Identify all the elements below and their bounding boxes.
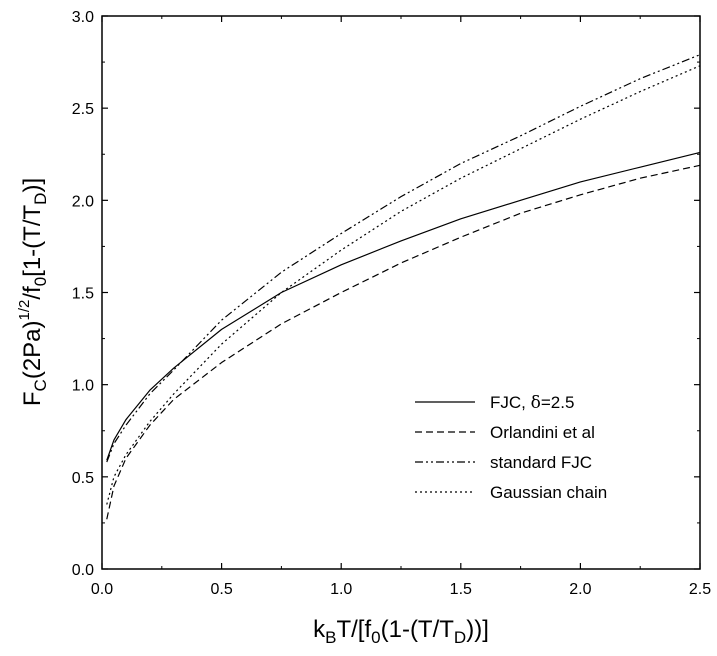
legend-label: Orlandini et al [490,423,595,442]
x-tick-label: 0.0 [91,581,113,598]
y-tick-label: 3.0 [72,9,94,26]
plot-frame [101,15,701,570]
x-tick-label: 1.5 [450,581,472,598]
x-tick-label: 1.0 [330,581,352,598]
legend-label: Gaussian chain [490,483,607,502]
x-axis-title: kBT/[f0(1-(T/TD))] [313,616,489,647]
y-tick-label: 1.5 [72,286,94,303]
y-tick-label: 2.0 [72,193,94,210]
ticks-layer: 0.0 0.5 1.0 1.5 2.0 2.5 0.0 0.5 1.0 1.5 2.0 2.5 3.0 [72,9,711,598]
x-tick-label: 2.5 [689,581,711,598]
y-tick-label: 1.0 [72,378,94,395]
x-tick-label: 0.5 [210,581,232,598]
y-tick-label: 2.5 [72,101,94,118]
legend-label: standard FJC [490,453,592,472]
series-line-solid [106,151,701,461]
y-tick-label: 0.5 [72,470,94,487]
legend-label: FJC, δ=2.5 [490,393,574,413]
y-axis-title: FC(2Pa)1/2/f0[1-(T/TD)] [16,178,50,406]
series-line-dashdotdot [106,54,701,463]
series-layer [106,54,701,520]
x-tick-label: 2.0 [569,581,591,598]
series-line-dot [106,65,701,505]
legend: FJC, δ=2.5 Orlandini et al standard FJC Gau… [415,393,607,502]
y-tick-label: 0.0 [72,562,94,579]
series-line-dash [106,164,701,520]
